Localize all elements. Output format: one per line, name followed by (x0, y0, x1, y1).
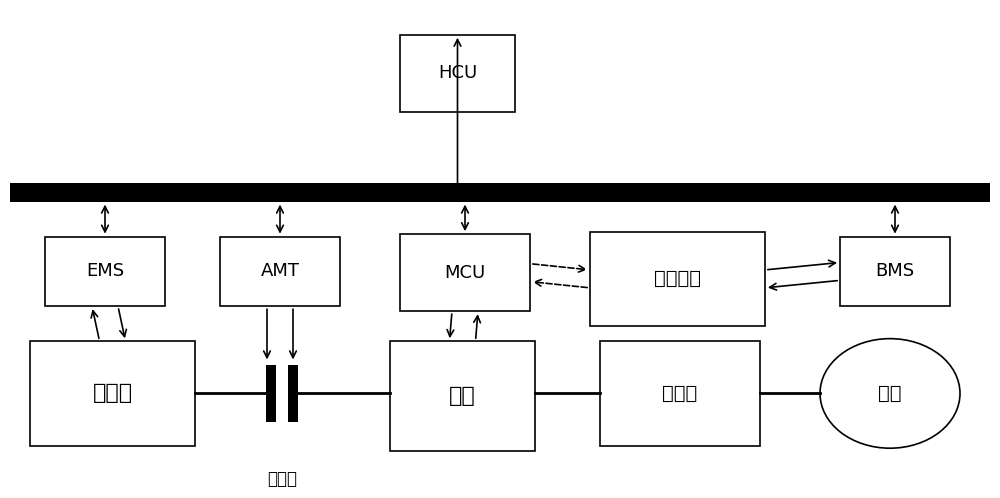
Text: 车轮: 车轮 (878, 384, 902, 403)
Bar (400, 234, 530, 311)
Text: 发动机: 发动机 (92, 383, 133, 403)
Bar (840, 237, 950, 306)
Ellipse shape (820, 339, 960, 448)
Bar (45, 237, 165, 306)
Text: 离合器: 离合器 (267, 470, 297, 488)
Bar (390, 341, 535, 451)
Bar (10, 183, 990, 202)
Text: HCU: HCU (438, 64, 477, 83)
Text: 变速器: 变速器 (662, 384, 698, 403)
Text: EMS: EMS (86, 262, 124, 280)
Text: BMS: BMS (875, 262, 915, 280)
Text: 电机: 电机 (449, 386, 476, 406)
Bar (30, 341, 195, 446)
Bar (400, 35, 515, 112)
Text: MCU: MCU (444, 263, 486, 282)
Bar (288, 365, 298, 422)
Bar (590, 232, 765, 326)
Text: AMT: AMT (260, 262, 300, 280)
Text: 动力电池: 动力电池 (654, 269, 701, 288)
Bar (220, 237, 340, 306)
Bar (266, 365, 276, 422)
Bar (600, 341, 760, 446)
